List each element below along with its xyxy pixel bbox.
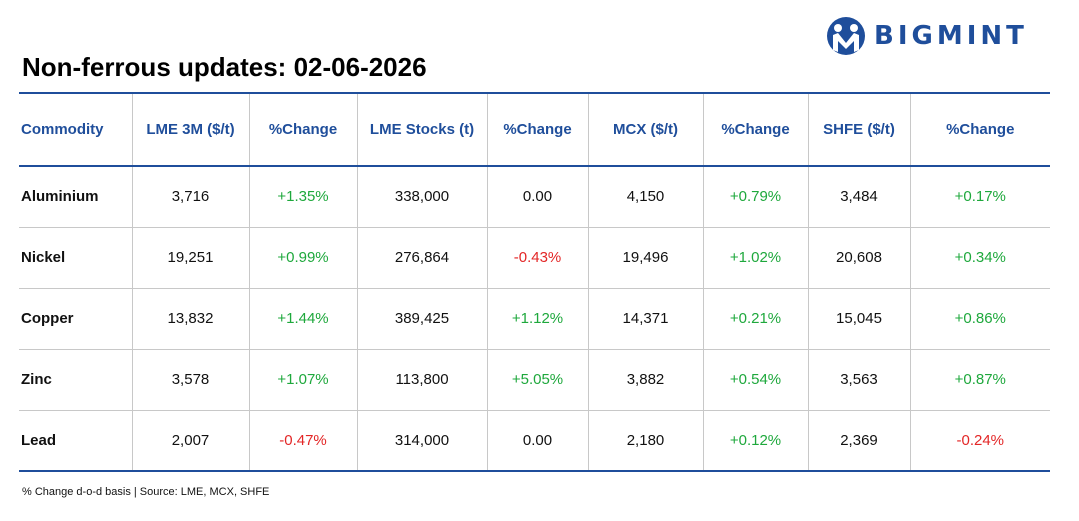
table-cell: +0.86% [909, 288, 1050, 350]
table-cell: +0.54% [702, 349, 808, 411]
brand-logo: BIGMINT [826, 14, 1028, 58]
table-cell: 14,371 [587, 288, 703, 350]
commodity-name: Lead [19, 410, 132, 472]
column-header: %Change [909, 92, 1050, 167]
brand-name: BIGMINT [874, 21, 1028, 51]
table-cell: +5.05% [486, 349, 588, 411]
table-cell: +1.44% [248, 288, 357, 350]
table-cell: 2,180 [587, 410, 703, 472]
table-cell: 276,864 [356, 227, 487, 289]
commodity-name: Zinc [19, 349, 132, 411]
table-cell: +1.35% [248, 166, 357, 228]
column-header: %Change [248, 92, 357, 167]
table-cell: -0.47% [248, 410, 357, 472]
table-cell: 4,150 [587, 166, 703, 228]
table-body: Aluminium 3,716 +1.35% 338,000 0.00 4,150 +0.7… [19, 166, 1050, 472]
table-cell: 3,563 [807, 349, 910, 411]
table-cell: 20,608 [807, 227, 910, 289]
table-cell: 19,251 [131, 227, 249, 289]
table-cell: 3,578 [131, 349, 249, 411]
table-cell: 113,800 [356, 349, 487, 411]
table-cell: -0.24% [909, 410, 1050, 472]
table-cell: 0.00 [486, 410, 588, 472]
table-row: Lead 2,007 -0.47% 314,000 0.00 2,180 +0.12% 2,3… [19, 410, 1050, 472]
table-cell: 314,000 [356, 410, 487, 472]
table-cell: +1.12% [486, 288, 588, 350]
commodity-name: Copper [19, 288, 132, 350]
table-cell: +0.21% [702, 288, 808, 350]
column-header: LME 3M ($/t) [131, 92, 249, 167]
column-header: Commodity [19, 92, 132, 167]
table-cell: 2,369 [807, 410, 910, 472]
commodity-name: Aluminium [19, 166, 132, 228]
commodity-name: Nickel [19, 227, 132, 289]
table-cell: 0.00 [486, 166, 588, 228]
column-header: %Change [702, 92, 808, 167]
table-cell: +1.02% [702, 227, 808, 289]
column-header: SHFE ($/t) [807, 92, 910, 167]
table-cell: 19,496 [587, 227, 703, 289]
table-cell: 3,882 [587, 349, 703, 411]
table-cell: -0.43% [486, 227, 588, 289]
table-row: Aluminium 3,716 +1.35% 338,000 0.00 4,150 +0.7… [19, 166, 1050, 228]
table-cell: 3,484 [807, 166, 910, 228]
table-header-row: Commodity LME 3M ($/t) %Change LME Stocks (… [19, 92, 1050, 167]
table-row: Copper 13,832 +1.44% 389,425 +1.12% 14,371 +0.… [19, 288, 1050, 350]
table-cell: +0.79% [702, 166, 808, 228]
table-cell: 338,000 [356, 166, 487, 228]
table-cell: +1.07% [248, 349, 357, 411]
bigmint-logo-icon [827, 17, 865, 55]
footnote: % Change d-o-d basis | Source: LME, MCX,… [22, 486, 270, 498]
column-header: MCX ($/t) [587, 92, 703, 167]
table-cell: 2,007 [131, 410, 249, 472]
page-title: Non-ferrous updates: 02-06-2026 [22, 52, 427, 82]
column-header: LME Stocks (t) [356, 92, 487, 167]
table-cell: +0.12% [702, 410, 808, 472]
prices-table: Commodity LME 3M ($/t) %Change LME Stocks (… [19, 92, 1050, 472]
table-cell: 389,425 [356, 288, 487, 350]
table-cell: 3,716 [131, 166, 249, 228]
table-cell: 13,832 [131, 288, 249, 350]
table-cell: +0.34% [909, 227, 1050, 289]
table-row: Nickel 19,251 +0.99% 276,864 -0.43% 19,496 +1.… [19, 227, 1050, 289]
table-cell: +0.87% [909, 349, 1050, 411]
table-cell: +0.99% [248, 227, 357, 289]
table-cell: +0.17% [909, 166, 1050, 228]
column-header: %Change [486, 92, 588, 167]
table-cell: 15,045 [807, 288, 910, 350]
table-row: Zinc 3,578 +1.07% 113,800 +5.05% 3,882 +0.54% 3… [19, 349, 1050, 411]
